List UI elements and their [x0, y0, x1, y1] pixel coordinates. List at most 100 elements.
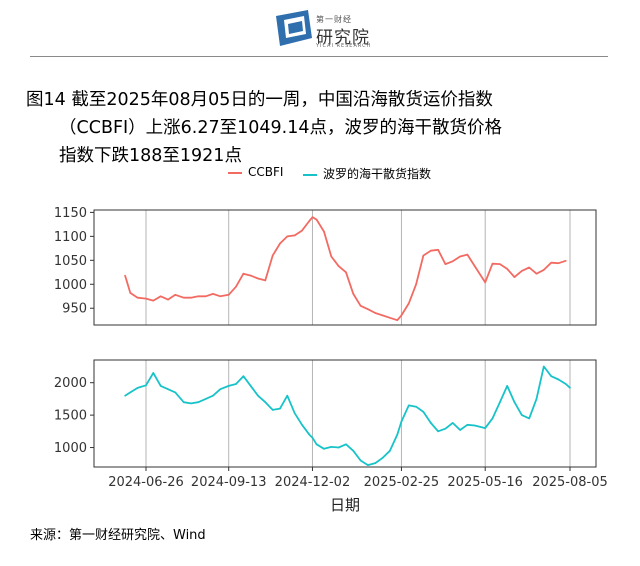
- data-point: [506, 385, 509, 387]
- data-point: [235, 383, 237, 385]
- data-point: [308, 220, 311, 222]
- data-point: [535, 398, 538, 400]
- data-point: [459, 255, 461, 258]
- data-point: [279, 407, 281, 410]
- data-point: [249, 274, 252, 277]
- data-point: [197, 295, 200, 298]
- data-point: [242, 375, 245, 377]
- header-rule: [30, 56, 608, 57]
- data-point: [466, 424, 469, 426]
- data-point: [271, 409, 274, 411]
- x-tick-label: 2025-08-05: [532, 475, 608, 490]
- data-point: [389, 317, 391, 319]
- data-point: [374, 462, 377, 464]
- data-point: [330, 446, 333, 448]
- data-point: [182, 401, 185, 403]
- legend-item-ccbfi: CCBFI: [228, 165, 283, 179]
- logo-mark-icon: [276, 10, 312, 46]
- y-tick-label: 1150: [54, 206, 87, 221]
- data-point: [190, 402, 192, 405]
- data-point: [197, 401, 200, 403]
- x-axis-label: 日期: [330, 496, 360, 514]
- data-point: [167, 298, 169, 301]
- data-point: [499, 401, 501, 403]
- x-tick-label: 2025-05-16: [447, 475, 523, 490]
- data-point: [422, 411, 425, 413]
- data-point: [315, 218, 318, 221]
- data-point: [506, 268, 509, 270]
- data-point: [212, 394, 214, 397]
- data-point: [550, 261, 552, 264]
- y-tick-label: 950: [62, 302, 87, 317]
- chart-panel-bdi: 1000 1500 2000: [54, 359, 597, 468]
- data-point: [315, 443, 318, 446]
- data-point: [374, 312, 377, 314]
- data-point: [167, 388, 169, 390]
- data-point: [264, 279, 267, 282]
- data-point: [451, 422, 454, 424]
- y-tick-label: 2000: [54, 376, 87, 391]
- title-line-2: （CCBFI）上涨6.27至1049.14点，波罗的海干散货价格: [59, 118, 503, 138]
- data-point: [345, 271, 347, 274]
- data-point: [491, 417, 494, 420]
- data-point: [249, 385, 252, 387]
- data-point: [227, 385, 230, 387]
- figure-title: 图14 截至2025年08月05日的一周，中国沿海散货运价指数 （CCBFI）上…: [26, 86, 596, 170]
- data-point: [569, 387, 571, 389]
- data-point: [308, 433, 311, 436]
- data-point: [145, 297, 147, 300]
- data-point: [323, 448, 325, 450]
- data-point: [257, 394, 259, 397]
- legend-item-bdi: 波罗的海干散货指数: [303, 165, 431, 182]
- data-point: [389, 450, 391, 452]
- data-point: [444, 263, 447, 265]
- data-point: [521, 414, 523, 416]
- data-point: [444, 427, 447, 430]
- data-point: [543, 365, 545, 368]
- y-tick-label: 1500: [54, 409, 87, 424]
- data-point: [159, 385, 162, 387]
- chart-panel-ccbfi: 950 1000 1050 1100 1150: [54, 206, 597, 326]
- data-point: [145, 384, 147, 387]
- chart-canvas: 950 1000 1050 1100 1150 1000 1500 2000 2024-06-2…: [54, 206, 608, 514]
- data-point: [124, 274, 126, 277]
- data-point: [396, 319, 399, 321]
- data-point: [235, 285, 237, 288]
- data-point: [422, 254, 425, 257]
- data-point: [437, 430, 439, 433]
- data-point: [337, 446, 340, 449]
- data-point: [381, 457, 384, 459]
- x-tick-label: 2025-02-25: [364, 475, 440, 490]
- data-point: [521, 270, 523, 272]
- data-point: [293, 234, 296, 237]
- panel-frame: [93, 359, 597, 468]
- brand-logo: 第一财经 研究院 YICAI RESEARCH: [274, 6, 374, 50]
- data-point: [337, 265, 340, 267]
- data-point: [301, 229, 303, 232]
- data-point: [491, 262, 494, 265]
- data-point: [400, 420, 403, 423]
- data-point: [459, 429, 461, 431]
- title-line-1: 图14 截至2025年08月05日的一周，中国沿海散货运价指数: [26, 90, 493, 110]
- data-point: [550, 375, 552, 377]
- legend-label-ccbfi: CCBFI: [248, 165, 284, 179]
- data-point: [367, 464, 369, 466]
- data-point: [264, 401, 267, 403]
- data-point: [484, 281, 487, 284]
- data-point: [286, 394, 289, 397]
- legend-swatch-bdi: [303, 173, 317, 176]
- data-point: [528, 417, 530, 420]
- data-point: [513, 276, 516, 278]
- data-point: [466, 253, 469, 256]
- data-point: [381, 314, 384, 317]
- data-point: [359, 305, 362, 307]
- data-point: [286, 235, 289, 238]
- data-point: [219, 388, 222, 390]
- data-point: [129, 391, 132, 394]
- data-point: [543, 269, 545, 271]
- data-point: [565, 260, 567, 262]
- data-point: [345, 443, 347, 446]
- panel-frame: [93, 209, 597, 326]
- data-point: [152, 299, 155, 302]
- data-point: [535, 272, 538, 275]
